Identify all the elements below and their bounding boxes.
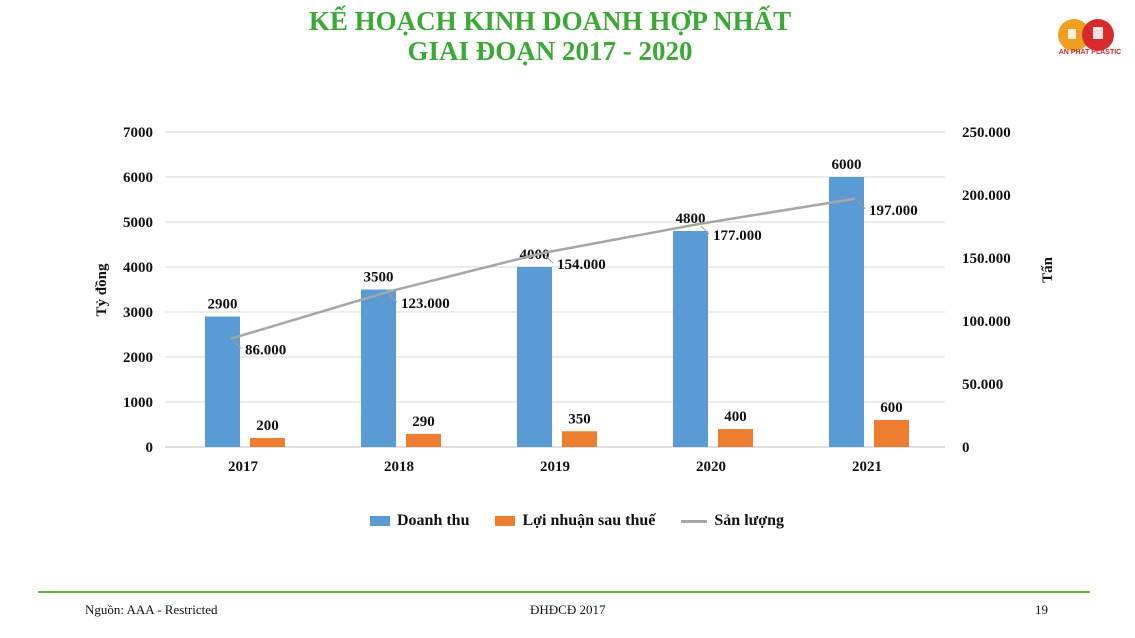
- bar-profit: [718, 429, 753, 447]
- y2-tick-label: 50.000: [962, 377, 1003, 393]
- data-label-profit: 350: [568, 411, 591, 427]
- data-label-revenue: 6000: [832, 157, 862, 173]
- footer-center: ĐHĐCĐ 2017: [530, 602, 606, 617]
- data-label-profit: 600: [880, 400, 903, 416]
- page-number: 19: [1035, 602, 1048, 617]
- y-tick-label: 0: [146, 440, 154, 456]
- legend-label-volume: Sản lượng: [714, 512, 785, 529]
- legend-label-profit: Lợi nhuận sau thuế: [522, 512, 656, 529]
- data-label-volume: 154.000: [557, 257, 606, 273]
- x-tick-label: 2021: [852, 459, 882, 475]
- bar-profit: [250, 438, 285, 447]
- y2-tick-label: 250.000: [962, 125, 1011, 141]
- data-label-revenue: 2900: [208, 297, 238, 313]
- line-volume: [230, 197, 856, 340]
- bar-profit: [874, 420, 909, 447]
- legend-swatch-volume: [681, 519, 708, 523]
- bar-revenue: [829, 177, 864, 447]
- logo-text: AN PHAT PLASTIC: [1058, 49, 1122, 56]
- data-label-volume: 86.000: [245, 343, 286, 359]
- bar-profit: [406, 433, 441, 447]
- y-tick-label: 3000: [123, 305, 153, 321]
- title-line-1: KẾ HOẠCH KINH DOANH HỢP NHẤT: [308, 6, 792, 36]
- bar-revenue: [205, 316, 240, 447]
- bar-revenue: [517, 267, 552, 447]
- data-label-volume: 123.000: [401, 296, 450, 312]
- y-tick-label: 1000: [123, 395, 153, 411]
- y-axis-title: Tỷ đồng: [94, 263, 110, 316]
- chart-legend: Doanh thu Lợi nhuận sau thuế Sản lượng: [370, 512, 784, 530]
- y2-tick-label: 100.000: [962, 314, 1011, 330]
- legend-item-profit: Lợi nhuận sau thuế: [495, 512, 655, 530]
- data-label-leader: [856, 200, 866, 210]
- y-tick-label: 6000: [123, 170, 153, 186]
- data-label-leader: [544, 254, 554, 264]
- footer-source: Nguồn: AAA - Restricted: [85, 602, 218, 617]
- data-label-profit: 200: [256, 418, 279, 434]
- bar-profit: [562, 431, 597, 447]
- legend-swatch-revenue: [370, 516, 390, 526]
- data-label-profit: 290: [412, 414, 435, 430]
- data-label-revenue: 3500: [364, 270, 394, 286]
- data-label-leader: [232, 340, 242, 349]
- y2-tick-label: 0: [962, 440, 970, 456]
- data-label-leader: [388, 293, 398, 303]
- x-tick-label: 2019: [540, 459, 570, 475]
- legend-item-revenue: Doanh thu: [370, 512, 469, 530]
- y-tick-label: 2000: [123, 350, 153, 366]
- data-label-volume: 197.000: [869, 203, 918, 219]
- bar-revenue: [673, 231, 708, 447]
- bar-revenue: [361, 289, 396, 447]
- y-tick-label: 7000: [123, 125, 153, 141]
- y2-tick-label: 150.000: [962, 251, 1011, 267]
- legend-item-volume: Sản lượng: [681, 512, 784, 530]
- legend-label-revenue: Doanh thu: [397, 512, 470, 529]
- footer-divider: [38, 591, 1090, 593]
- x-tick-label: 2018: [384, 459, 414, 475]
- y2-axis-title: Tấn: [1040, 256, 1056, 283]
- legend-swatch-profit: [495, 516, 516, 526]
- data-label-profit: 400: [724, 409, 747, 425]
- data-label-leader: [700, 225, 710, 235]
- x-tick-label: 2020: [696, 459, 726, 475]
- y-tick-label: 4000: [123, 260, 153, 276]
- combo-chart: 0 1000 2000 3000 4000 5000 6000 7000 0 50.000 100.…: [94, 125, 1056, 475]
- y2-tick-label: 200.000: [962, 188, 1011, 204]
- x-tick-label: 2017: [228, 459, 259, 475]
- y-tick-label: 5000: [123, 215, 153, 231]
- title-line-2: GIAI ĐOẠN 2017 - 2020: [407, 36, 693, 66]
- page-title: KẾ HOẠCH KINH DOANH HỢP NHẤT GIAI ĐOẠN 2…: [0, 6, 1100, 66]
- data-label-volume: 177.000: [713, 228, 762, 244]
- company-logo-icon: [1058, 19, 1114, 51]
